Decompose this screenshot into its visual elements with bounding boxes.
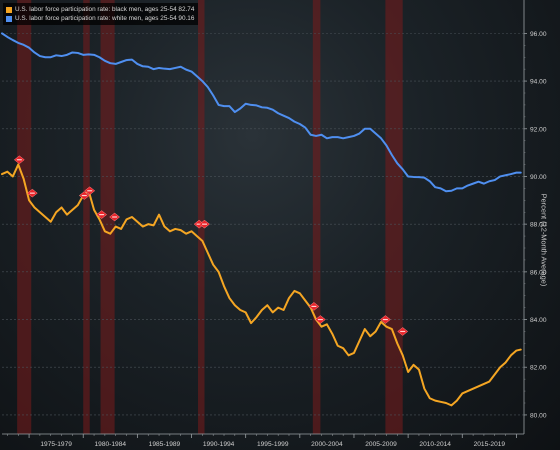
recession-marker-10 [314, 315, 326, 324]
legend-swatch-white-men [6, 15, 12, 22]
legend-swatch-black-men [6, 6, 12, 13]
legend: U.S. labor force participation rate: bla… [3, 3, 199, 25]
series-white-men-line [1, 32, 522, 193]
x-tick-label-3: 1985-1989 [149, 441, 181, 448]
x-tick-label-5: 1995-1999 [257, 441, 289, 448]
recession-marker-glyph [16, 159, 22, 161]
legend-label-white-men: U.S. labor force participation rate: whi… [15, 15, 195, 22]
x-tick-label-2: 1980-1984 [95, 441, 127, 448]
x-tick-label-9: 2015-2019 [474, 441, 506, 448]
recession-bands [17, 0, 403, 434]
y-axis-title: Percent (12-Month Average) [539, 193, 549, 287]
recession-marker-12 [397, 327, 409, 336]
grid [2, 33, 524, 416]
y-tick-label-4: 86.00 [530, 269, 547, 276]
recession-marker-2 [26, 188, 38, 198]
series-black-men-line [1, 163, 522, 407]
recession-marker-glyph [29, 192, 35, 194]
x-tick-label-1: 1975-1979 [40, 441, 72, 448]
recession-marker-glyph [112, 216, 118, 218]
recession-markers [13, 155, 409, 336]
y-tick-label-1: 80.00 [530, 412, 547, 419]
recession-band-4 [198, 0, 205, 434]
x-tick-label-7: 2005-2009 [365, 441, 397, 448]
recession-marker-8 [199, 219, 210, 229]
recession-marker-glyph [400, 330, 406, 333]
recession-band-6 [385, 0, 403, 434]
y-tick-label-9: 96.00 [530, 31, 547, 38]
recession-band-1 [17, 0, 32, 434]
recession-band-5 [312, 0, 321, 434]
y-tick-label-3: 84.00 [530, 317, 547, 324]
recession-marker-glyph [311, 305, 317, 308]
y-tick-label-6: 90.00 [530, 174, 547, 181]
y-tick-label-2: 82.00 [530, 365, 547, 372]
y-tick-label-5: 88.00 [530, 222, 547, 229]
recession-marker-9 [308, 302, 320, 311]
y-tick-label-7: 92.00 [530, 126, 547, 133]
recession-marker-glyph [99, 214, 105, 216]
x-tick-label-6: 2000-2004 [311, 441, 343, 448]
x-tick-label-8: 2010-2014 [419, 441, 451, 448]
x-tick-label-4: 1990-1994 [203, 441, 235, 448]
recession-marker-glyph [317, 318, 323, 321]
axes: 80.00 82.00 84.00 86.00 88.00 90.00 92.00 94.00… [2, 0, 547, 448]
recession-marker-glyph [382, 318, 388, 321]
recession-band-2 [83, 0, 90, 434]
recession-marker-3 [78, 191, 90, 200]
recession-marker-6 [109, 212, 121, 222]
legend-label-black-men: U.S. labor force participation rate: bla… [15, 6, 195, 13]
series-lines [1, 32, 522, 407]
legend-item-black-men: U.S. labor force participation rate: bla… [6, 5, 194, 14]
recession-marker-glyph [81, 194, 87, 197]
recession-marker-1 [13, 155, 25, 165]
recession-band-3 [100, 0, 115, 434]
legend-item-white-men: U.S. labor force participation rate: whi… [6, 14, 194, 23]
recession-marker-glyph [87, 190, 93, 192]
y-tick-label-8: 94.00 [530, 79, 547, 86]
recession-marker-glyph [196, 223, 202, 225]
recession-marker-4 [84, 186, 96, 196]
recession-marker-11 [379, 315, 391, 324]
recession-marker-5 [96, 210, 108, 219]
recession-marker-glyph [202, 223, 208, 225]
